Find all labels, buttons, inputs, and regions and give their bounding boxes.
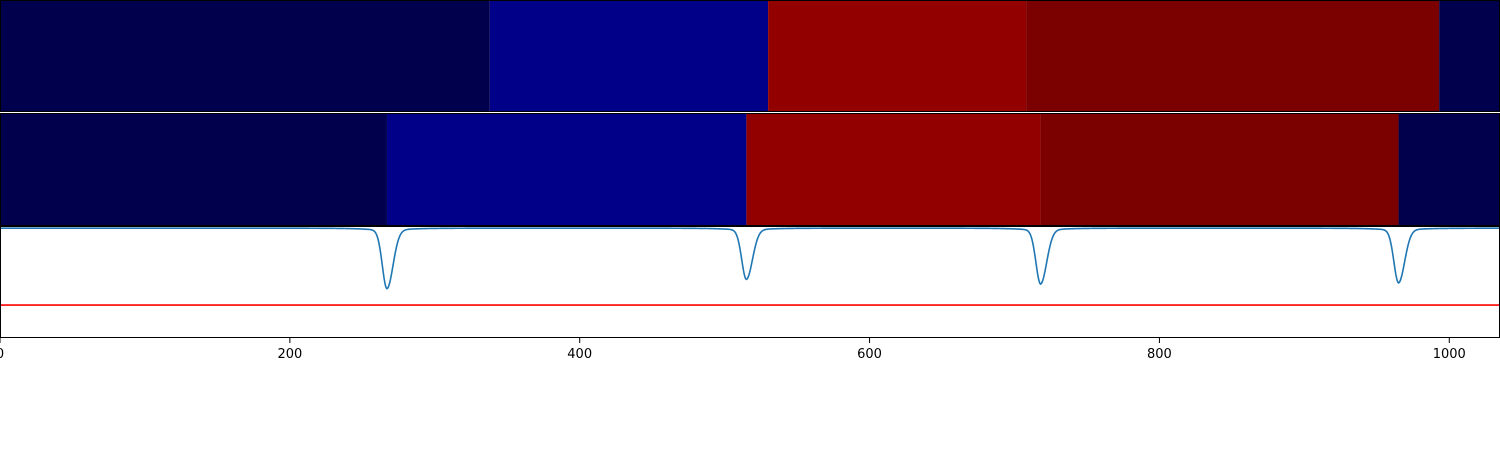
- bottom-strip-segment-2: [746, 113, 1041, 226]
- signal-line: [0, 227, 1500, 290]
- bottom-strip-segment-4: [1398, 113, 1500, 226]
- x-axis: 0 200 400 600 800 1000: [0, 338, 1466, 362]
- top-strip-segment-1: [489, 0, 769, 112]
- x-tick-label-1: 200: [277, 347, 302, 362]
- x-tick-label-0: 0: [0, 347, 4, 362]
- top-strip-segment-2: [768, 0, 1027, 112]
- x-tick-label-5: 1000: [1433, 347, 1466, 362]
- top-segment-strip: [0, 0, 1500, 112]
- top-strip-segment-3: [1026, 0, 1440, 112]
- x-tick-label-2: 400: [567, 347, 592, 362]
- signal-plot: [0, 226, 1500, 338]
- bottom-strip-segment-1: [386, 113, 747, 226]
- top-strip-segment-0: [0, 0, 490, 112]
- bottom-strip-segment-0: [0, 113, 387, 226]
- top-strip-segment-4: [1439, 0, 1500, 112]
- bottom-strip-segment-3: [1040, 113, 1399, 226]
- signal-background: [0, 226, 1500, 338]
- x-tick-label-3: 600: [857, 347, 882, 362]
- x-tick-label-4: 800: [1147, 347, 1172, 362]
- bottom-segment-strip: [0, 113, 1500, 226]
